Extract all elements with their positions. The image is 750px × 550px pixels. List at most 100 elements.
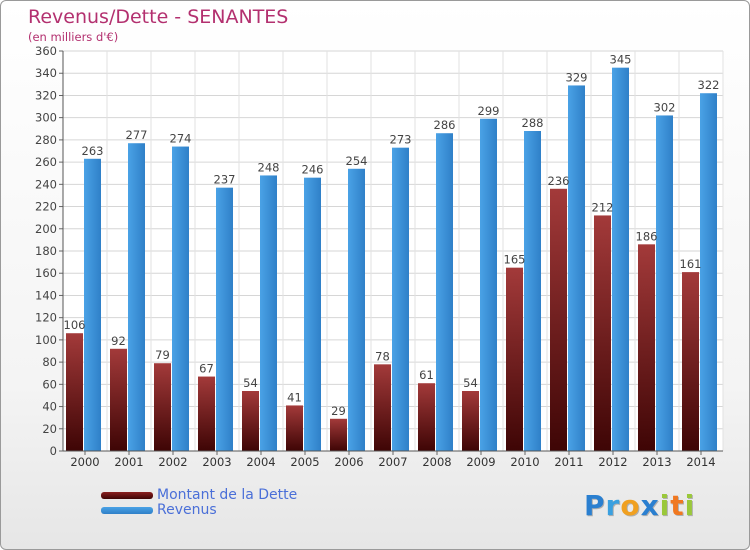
data-label-dette: 54 bbox=[243, 376, 258, 390]
data-label-revenus: 288 bbox=[522, 116, 544, 130]
bar-dette bbox=[110, 348, 127, 451]
bar-revenus bbox=[700, 93, 717, 451]
legend-swatch-revenus bbox=[101, 506, 153, 514]
data-label-revenus: 299 bbox=[478, 104, 500, 118]
y-tick-label: 40 bbox=[42, 400, 57, 414]
x-tick-label: 2006 bbox=[334, 455, 363, 469]
x-tick-label: 2009 bbox=[466, 455, 495, 469]
legend-label-revenus: Revenus bbox=[157, 502, 217, 518]
data-label-dette: 92 bbox=[111, 334, 126, 348]
bar-dette bbox=[286, 405, 303, 451]
data-label-dette: 29 bbox=[331, 404, 346, 418]
data-label-dette: 236 bbox=[548, 174, 570, 188]
bar-revenus bbox=[436, 133, 453, 451]
x-tick-label: 2004 bbox=[246, 455, 275, 469]
bar-revenus bbox=[84, 158, 101, 451]
bar-dette bbox=[462, 391, 479, 451]
logo-letter: x bbox=[640, 489, 660, 522]
bar-dette bbox=[550, 188, 567, 451]
data-label-revenus: 263 bbox=[82, 144, 104, 158]
data-label-revenus: 345 bbox=[610, 53, 632, 67]
y-tick-label: 240 bbox=[35, 177, 57, 191]
y-tick-label: 280 bbox=[35, 133, 57, 147]
y-tick-label: 140 bbox=[35, 288, 57, 302]
legend-swatch-dette bbox=[101, 491, 153, 499]
data-label-dette: 54 bbox=[463, 376, 478, 390]
data-label-revenus: 286 bbox=[434, 118, 456, 132]
y-tick-label: 300 bbox=[35, 111, 57, 125]
data-label-dette: 212 bbox=[592, 200, 614, 214]
x-tick-label: 2003 bbox=[202, 455, 231, 469]
bar-revenus bbox=[524, 131, 541, 451]
data-label-revenus: 302 bbox=[654, 100, 676, 114]
y-tick-label: 340 bbox=[35, 66, 57, 80]
y-tick-label: 200 bbox=[35, 222, 57, 236]
x-tick-label: 2008 bbox=[422, 455, 451, 469]
data-label-dette: 67 bbox=[199, 362, 214, 376]
legend-item-dette: Montant de la Dette bbox=[101, 487, 298, 503]
logo-letter: i bbox=[684, 489, 696, 522]
bar-revenus bbox=[480, 118, 497, 452]
logo-letter: P bbox=[584, 489, 606, 522]
data-label-dette: 78 bbox=[375, 349, 390, 363]
data-label-dette: 41 bbox=[287, 390, 302, 404]
x-tick-label: 2002 bbox=[158, 455, 187, 469]
proxiti-logo: Proxiti bbox=[584, 489, 695, 522]
bar-revenus bbox=[216, 187, 233, 451]
bar-dette bbox=[330, 418, 347, 451]
data-label-revenus: 237 bbox=[214, 173, 236, 187]
x-tick-label: 2014 bbox=[686, 455, 715, 469]
y-tick-label: 100 bbox=[35, 333, 57, 347]
y-tick-label: 80 bbox=[42, 355, 57, 369]
data-label-dette: 186 bbox=[636, 229, 658, 243]
chart-title: Revenus/Dette - SENANTES bbox=[28, 6, 289, 28]
y-tick-label: 320 bbox=[35, 88, 57, 102]
logo-letter: i bbox=[659, 489, 671, 522]
y-tick-label: 360 bbox=[35, 44, 57, 58]
bar-revenus bbox=[260, 175, 277, 451]
bar-dette bbox=[682, 272, 699, 451]
y-tick-label: 260 bbox=[35, 155, 57, 169]
chart-subtitle: (en milliers d'€) bbox=[28, 30, 119, 44]
logo-letter: t bbox=[670, 489, 685, 522]
data-label-revenus: 254 bbox=[346, 154, 368, 168]
y-tick-label: 20 bbox=[42, 422, 57, 436]
y-tick-label: 0 bbox=[50, 444, 57, 458]
logo-letter: r bbox=[605, 489, 621, 522]
data-label-revenus: 248 bbox=[258, 160, 280, 174]
x-tick-label: 2000 bbox=[70, 455, 99, 469]
x-tick-label: 2001 bbox=[114, 455, 143, 469]
bar-revenus bbox=[392, 147, 409, 451]
y-tick-label: 220 bbox=[35, 200, 57, 214]
bar-dette bbox=[638, 244, 655, 451]
bar-revenus bbox=[656, 115, 673, 451]
legend-label-dette: Montant de la Dette bbox=[157, 487, 298, 503]
data-label-dette: 161 bbox=[680, 257, 702, 271]
x-tick-label: 2010 bbox=[510, 455, 539, 469]
x-tick-label: 2005 bbox=[290, 455, 319, 469]
bar-revenus bbox=[128, 143, 145, 451]
data-label-revenus: 274 bbox=[170, 132, 192, 146]
data-label-revenus: 246 bbox=[302, 163, 324, 177]
data-label-revenus: 273 bbox=[390, 133, 412, 147]
bar-revenus bbox=[612, 67, 629, 452]
bar-revenus bbox=[348, 168, 365, 451]
x-tick-label: 2011 bbox=[554, 455, 583, 469]
bar-revenus bbox=[304, 177, 321, 451]
data-label-dette: 165 bbox=[504, 253, 526, 267]
data-label-revenus: 322 bbox=[698, 78, 720, 92]
x-tick-label: 2012 bbox=[598, 455, 627, 469]
logo-letter: o bbox=[620, 489, 641, 522]
bar-revenus bbox=[172, 146, 189, 452]
bar-dette bbox=[242, 391, 259, 451]
y-tick-label: 180 bbox=[35, 244, 57, 258]
data-label-dette: 106 bbox=[64, 318, 86, 332]
bar-dette bbox=[418, 383, 435, 451]
bar-dette bbox=[66, 333, 83, 451]
x-tick-label: 2007 bbox=[378, 455, 407, 469]
bar-dette bbox=[594, 215, 611, 451]
bar-dette bbox=[198, 376, 215, 451]
y-tick-label: 160 bbox=[35, 266, 57, 280]
